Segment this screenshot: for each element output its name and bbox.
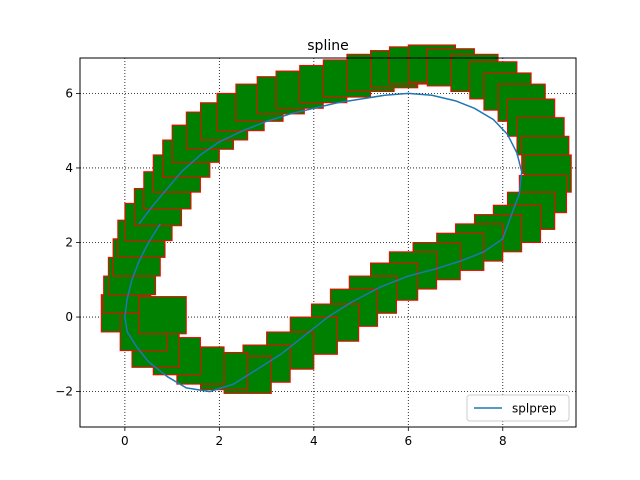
x-tick-label-4: 8 [499,434,507,448]
series-line-splprep [124,92,523,393]
legend: splprep [466,394,570,422]
x-tick-label-1: 2 [216,434,224,448]
legend-label-splprep: splprep [512,402,557,416]
legend-box [466,394,570,422]
box-markers [100,44,572,394]
x-tick-label-3: 6 [404,434,412,448]
chart-title: spline [307,38,348,54]
series-lines [124,92,523,393]
y-tick-label-2: 2 [65,236,73,250]
box-marker-53 [138,296,187,335]
y-tick-label-1: 0 [65,310,73,324]
y-tick-label-0: −2 [55,385,73,399]
y-tick-label-3: 4 [65,161,73,175]
x-tick-label-0: 0 [121,434,129,448]
y-tick-label-4: 6 [65,86,73,100]
x-tick-label-2: 4 [310,434,318,448]
axis-ticks: 0 2 4 6 8 −2 0 2 4 6 [55,86,506,448]
